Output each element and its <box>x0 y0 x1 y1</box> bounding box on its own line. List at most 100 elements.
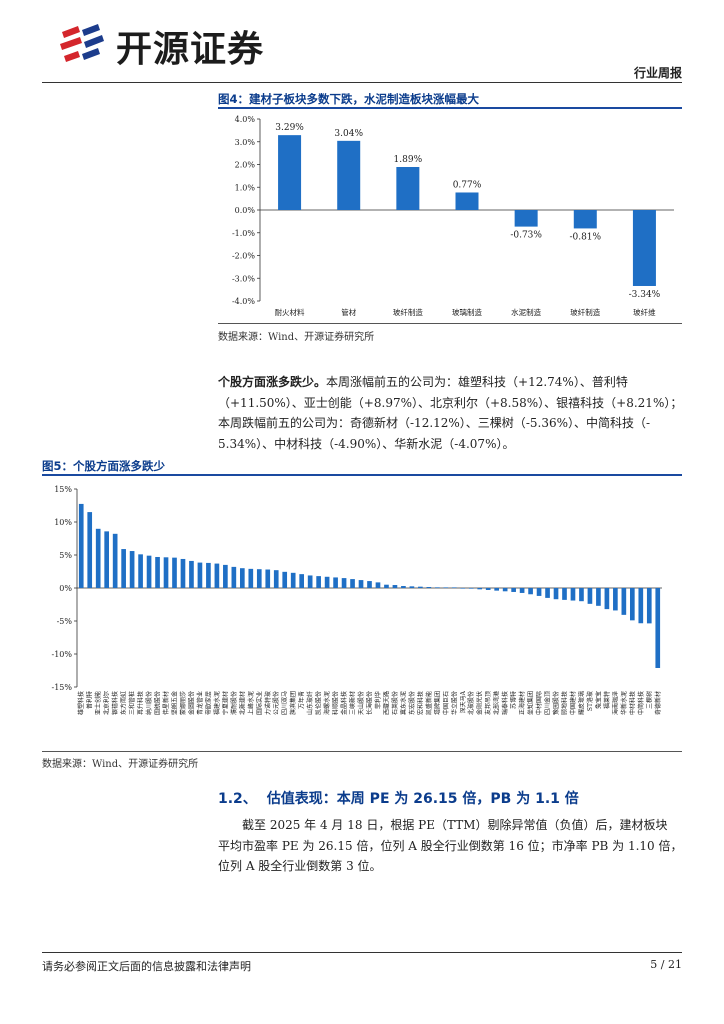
stock-bar-48 <box>477 588 483 590</box>
data-label: 0.77% <box>453 180 482 190</box>
stock-name-label: 中材科技 <box>628 691 636 715</box>
stock-name-label: 华新水泥 <box>620 691 628 715</box>
stock-bar-7 <box>129 551 135 588</box>
paragraph-line1: 本周涨幅前五的公司为：雄塑科技（+12.74%）、普利特 <box>326 375 628 389</box>
stock-name-label: 公元股份 <box>272 691 280 715</box>
stock-name-label: 普利特 <box>86 691 94 709</box>
logo-text: 开源证券 <box>116 29 265 70</box>
y-tick-label: 4.0% <box>235 115 256 124</box>
kaiyuan-logo-icon <box>60 24 104 62</box>
bar-7 <box>632 210 656 286</box>
stock-performance-paragraph: 个股方面涨多跌少。本周涨幅前五的公司为：雄塑科技（+12.74%）、普利特 （+… <box>218 372 684 454</box>
stock-name-label: 北新建材 <box>238 691 246 715</box>
stock-bar-53 <box>519 588 525 593</box>
stock-bar-4 <box>104 531 110 588</box>
stock-name-label: 海螺水泥 <box>323 691 331 715</box>
stock-bar-19 <box>231 566 237 588</box>
stock-name-label: 奇德新材 <box>654 691 662 715</box>
stock-name-label: 纳川股份 <box>145 691 153 715</box>
category-label: 水泥制造 <box>511 307 541 317</box>
stock-bar-26 <box>290 572 296 588</box>
stock-bar-2 <box>87 512 93 588</box>
stock-name-label: 北玻股份 <box>467 691 475 715</box>
stock-name-label: 山东玻纤 <box>306 691 314 715</box>
stock-name-label: 宏和科技 <box>416 691 424 715</box>
bar-1 <box>278 135 302 210</box>
stock-bar-40 <box>409 586 415 588</box>
stock-bar-5 <box>112 533 118 588</box>
stock-name-label: 三峡新材 <box>349 691 357 715</box>
figure5-bar-chart: 15% 10% 5% 0% -5% -10% -15% 雄塑科技 普利特 亚士创能 北京利尔 银禧科技… <box>52 485 662 715</box>
figure4-source: 数据来源：Wind、开源证券研究所 <box>218 332 375 343</box>
header-divider <box>42 82 682 83</box>
y-tick-label: 0.0% <box>235 206 256 215</box>
figure4-source-rule <box>218 323 682 324</box>
stock-name-label: 东宏股份 <box>408 691 416 715</box>
stock-bar-64 <box>613 588 618 611</box>
stock-name-label: 耀皮玻璃 <box>577 691 585 715</box>
stock-bar-27 <box>299 574 305 588</box>
stock-bar-22 <box>256 569 262 588</box>
stock-bar-13 <box>180 558 186 588</box>
stock-name-label: 亚士创能 <box>94 691 102 715</box>
section-title: 估值表现：本周 PE 为 26.15 倍，PB 为 1.1 倍 <box>266 791 579 807</box>
page-number: 5 / 21 <box>650 958 682 971</box>
footer-divider <box>42 952 682 953</box>
category-label: 耐火材料 <box>275 307 305 317</box>
stock-bar-61 <box>587 588 593 604</box>
stock-name-label: 国际实业 <box>255 691 263 715</box>
figure4-title: 图4：建材子板块多数下跌，水泥制造板块涨幅最大 <box>218 92 479 106</box>
stock-name-label: 瑞泰科技 <box>501 691 509 715</box>
y-tick-label: 5% <box>59 551 72 560</box>
stock-bar-6 <box>121 549 126 588</box>
y-tick-label: -2.0% <box>232 252 255 261</box>
stock-name-label: 北部湾港 <box>493 691 501 715</box>
stock-name-label: 濮耐股份 <box>230 691 238 715</box>
paragraph-line3: 本周跌幅前五的公司为：奇德新材（-12.12%）、三棵树（-5.36%）、中简科… <box>218 416 651 430</box>
figure4-bar-chart: 4.0% 3.0% 2.0% 1.0% 0.0% -1.0% -2.0% -3.0% -4.0%… <box>232 115 674 317</box>
y-tick-label: 15% <box>54 485 72 494</box>
y-tick-label: -1.0% <box>232 229 255 238</box>
stock-bar-38 <box>392 585 398 588</box>
data-label: 1.89% <box>394 155 423 165</box>
stock-name-label: 海南瑞泽 <box>611 691 619 715</box>
stock-name-label: 三棵树 <box>645 691 653 709</box>
bar-2 <box>337 140 361 210</box>
y-tick-label: 1.0% <box>235 183 256 192</box>
data-label: -3.34% <box>629 290 661 300</box>
stock-bar-39 <box>401 586 406 588</box>
stock-name-label: 天山股份 <box>357 691 365 715</box>
stock-bar-52 <box>511 588 516 592</box>
data-label: 3.29% <box>275 123 304 133</box>
stock-name-label: 四川双马 <box>281 691 289 715</box>
valuation-line1: 截至 2025 年 4 月 18 日，根据 PE（TTM）剔除异常值（负值）后，… <box>242 818 668 832</box>
stock-name-label: 宁夏建材 <box>221 691 229 715</box>
stock-bar-23 <box>265 569 271 588</box>
data-label: -0.73% <box>510 231 542 241</box>
stock-bar-33 <box>350 579 355 588</box>
stock-name-label: 中材国际 <box>535 691 543 715</box>
stock-name-label: 旗滨集团 <box>289 691 297 715</box>
stock-name-label: 金晶科技 <box>340 691 348 715</box>
valuation-line2: 平均市盈率 PE 为 26.15 倍，位列 A 股全行业倒数第 16 位；市净率… <box>218 838 683 853</box>
section-heading: 1.2、 估值表现：本周 PE 为 26.15 倍，PB 为 1.1 倍 <box>218 788 589 808</box>
category-label: 玻纤维 <box>633 307 656 317</box>
stock-bar-25 <box>282 571 288 588</box>
bar-6 <box>573 210 597 229</box>
paragraph-lead: 个股方面涨多跌少。 <box>218 375 327 389</box>
figure5-source-rule <box>42 751 682 752</box>
valuation-paragraph: 截至 2025 年 4 月 18 日，根据 PE（TTM）剔除异常值（负值）后，… <box>218 815 684 877</box>
stock-bar-18 <box>223 564 228 588</box>
stock-name-label: 长海股份 <box>366 691 374 715</box>
stock-name-label: 凯盛新能 <box>425 691 433 715</box>
stock-name-label: 国统股份 <box>154 691 162 715</box>
stock-bar-54 <box>528 588 533 595</box>
stock-name-label: 正海建材 <box>518 691 526 715</box>
stock-name-label: 蒙娜丽莎 <box>179 691 187 715</box>
stock-bar-10 <box>155 556 160 588</box>
y-tick-label: 0% <box>59 584 72 593</box>
paragraph-line4: 5.34%）、中材科技（-4.90%）、华新水泥（-4.07%）。 <box>218 436 515 451</box>
stock-bar-51 <box>502 588 508 592</box>
category-label: 玻纤制造 <box>570 307 600 317</box>
stock-bar-36 <box>375 582 381 588</box>
